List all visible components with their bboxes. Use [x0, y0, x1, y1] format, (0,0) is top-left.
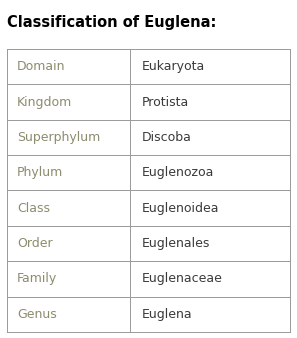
Text: Protista: Protista — [141, 96, 189, 108]
Text: Discoba: Discoba — [141, 131, 191, 144]
Text: Domain: Domain — [17, 60, 65, 73]
Text: Euglena: Euglena — [141, 308, 192, 321]
Text: Order: Order — [17, 237, 53, 250]
Text: Euglenaceae: Euglenaceae — [141, 272, 222, 285]
Text: Eukaryota: Eukaryota — [141, 60, 205, 73]
Text: Family: Family — [17, 272, 57, 285]
Text: Phylum: Phylum — [17, 166, 63, 179]
Text: Kingdom: Kingdom — [17, 96, 72, 108]
Text: Euglenozoa: Euglenozoa — [141, 166, 214, 179]
Text: Euglenales: Euglenales — [141, 237, 210, 250]
Text: Class: Class — [17, 202, 50, 215]
Text: Classification of Euglena:: Classification of Euglena: — [7, 16, 217, 30]
Text: Superphylum: Superphylum — [17, 131, 100, 144]
Text: Genus: Genus — [17, 308, 57, 321]
Text: Euglenoidea: Euglenoidea — [141, 202, 219, 215]
